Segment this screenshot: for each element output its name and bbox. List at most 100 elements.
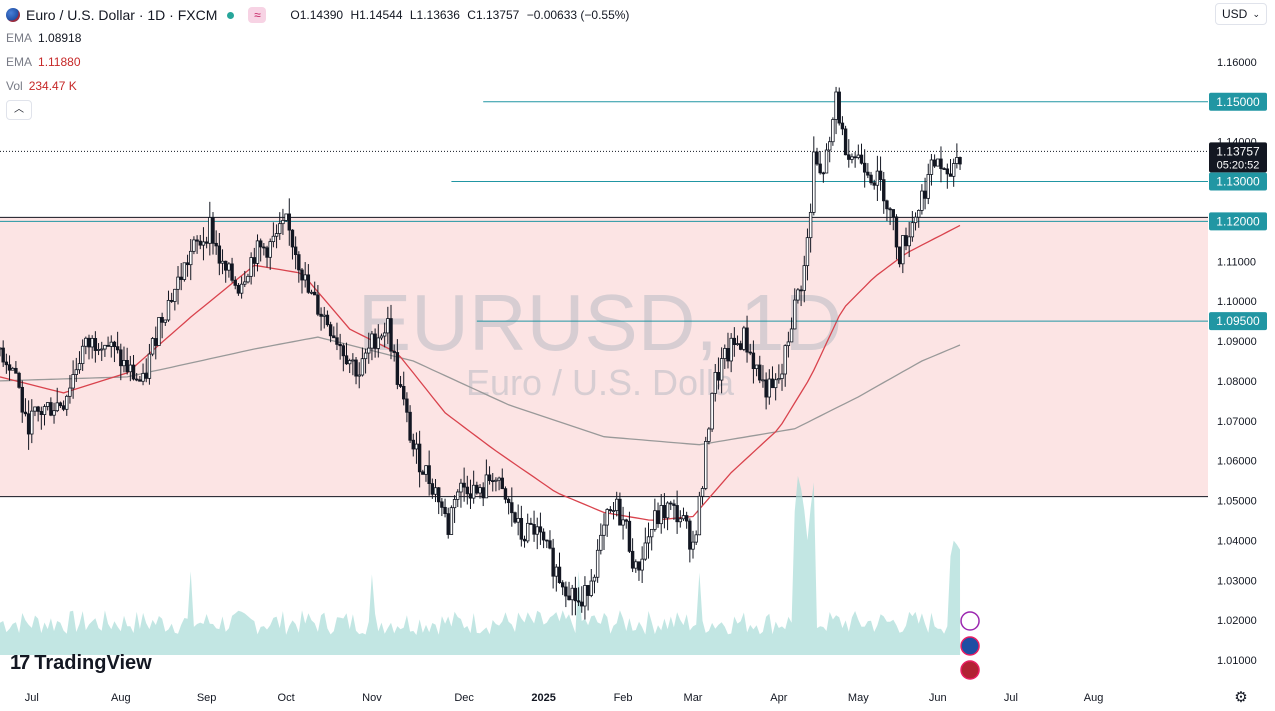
candle-body	[195, 239, 199, 242]
candle-body	[141, 373, 145, 382]
y-tick-label: 1.11000	[1217, 256, 1256, 268]
candle-body	[783, 345, 787, 375]
candle	[557, 552, 562, 584]
candle	[157, 317, 161, 346]
candle	[230, 257, 234, 283]
tradingview-logo[interactable]: 17 TradingView	[10, 652, 152, 674]
candle-body	[808, 211, 813, 239]
candle-body	[538, 526, 543, 533]
candle	[491, 473, 495, 492]
chevron-down-icon: ⌄	[1252, 8, 1260, 19]
candle-body	[471, 484, 476, 499]
candle-body	[824, 149, 829, 174]
candle	[255, 234, 260, 272]
candle	[494, 477, 498, 492]
candle-body	[297, 254, 301, 271]
candle	[386, 306, 390, 344]
candle-body	[786, 341, 791, 347]
candle	[888, 207, 892, 225]
candle	[621, 506, 625, 540]
collapse-legend-button[interactable]: ︿	[6, 100, 32, 120]
x-tick-label: Jul	[1004, 692, 1018, 704]
candle	[258, 238, 263, 262]
candle	[834, 86, 838, 135]
candle	[7, 355, 12, 381]
candle-body	[821, 172, 826, 175]
candle-body	[176, 276, 180, 290]
candle-body	[90, 338, 94, 348]
candle-body	[115, 346, 120, 351]
candle-body	[405, 398, 409, 413]
candle	[224, 260, 228, 283]
candle	[672, 499, 676, 520]
candle	[166, 290, 171, 322]
candle	[436, 486, 441, 515]
candle	[154, 326, 158, 360]
candle-body	[529, 522, 533, 525]
candle-body	[691, 541, 695, 550]
candle	[917, 209, 921, 228]
compare-icon[interactable]: ≈	[248, 7, 267, 23]
gear-icon[interactable]: ⚙	[1234, 689, 1248, 706]
candle-body	[723, 348, 727, 359]
candle	[290, 229, 295, 260]
candle	[316, 285, 320, 317]
candle-body	[262, 246, 266, 249]
tradingview-mark-icon: 17	[10, 652, 30, 674]
candle-body	[897, 246, 902, 265]
candle	[106, 336, 110, 347]
indicator-volume[interactable]: Vol 234.47 K	[6, 79, 77, 93]
candle	[1, 340, 5, 367]
price-line-label: 1.09500	[1216, 314, 1260, 328]
candle	[77, 351, 82, 374]
currency-select[interactable]: USD ⌄	[1215, 3, 1267, 25]
candle	[208, 201, 212, 256]
candle	[427, 450, 431, 496]
candle	[595, 539, 600, 583]
candle	[268, 238, 272, 270]
candle	[665, 501, 670, 531]
candle	[907, 221, 911, 258]
candle-body	[278, 223, 282, 234]
candle-body	[608, 509, 613, 512]
candle-body	[656, 510, 660, 525]
candle-body	[246, 275, 250, 283]
candle	[236, 282, 241, 296]
candle	[662, 493, 667, 529]
candle-body	[446, 513, 450, 535]
candle-body	[217, 245, 222, 264]
candle-body	[710, 392, 714, 430]
candle	[646, 522, 651, 559]
candle-body	[17, 372, 21, 388]
candle-body	[23, 411, 28, 415]
candle	[93, 331, 98, 363]
candle-body	[370, 333, 374, 349]
lightning-event-icon	[960, 611, 980, 631]
candle	[131, 355, 136, 381]
candle-body	[843, 128, 848, 156]
candle-body	[338, 343, 342, 347]
candle	[818, 150, 822, 175]
candle-body	[55, 402, 59, 412]
candle	[74, 357, 78, 382]
candle	[669, 500, 673, 511]
candle	[920, 184, 924, 215]
indicator-ema-fast[interactable]: EMA 1.11880	[6, 55, 81, 69]
candle-body	[440, 501, 444, 508]
y-tick-label: 1.02000	[1217, 615, 1257, 627]
indicator-ema-slow[interactable]: EMA 1.08918	[6, 31, 82, 45]
candle-body	[777, 378, 781, 381]
candle	[128, 355, 133, 382]
candle	[204, 236, 209, 249]
y-tick-label: 1.07000	[1217, 416, 1257, 428]
candle	[761, 365, 765, 388]
price-line-label: 1.13000	[1216, 175, 1260, 189]
candle	[570, 584, 574, 616]
candle-body	[713, 372, 717, 394]
candle-body	[770, 378, 775, 389]
candle-body	[478, 487, 482, 494]
symbol-title[interactable]: Euro / U.S. Dollar · 1D · FXCM	[26, 7, 218, 23]
candle	[65, 394, 69, 416]
candle	[160, 312, 164, 339]
